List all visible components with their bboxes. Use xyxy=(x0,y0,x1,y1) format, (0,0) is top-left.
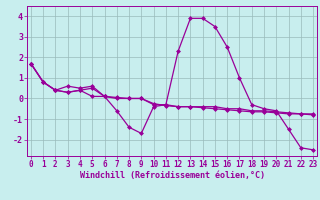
X-axis label: Windchill (Refroidissement éolien,°C): Windchill (Refroidissement éolien,°C) xyxy=(79,171,265,180)
